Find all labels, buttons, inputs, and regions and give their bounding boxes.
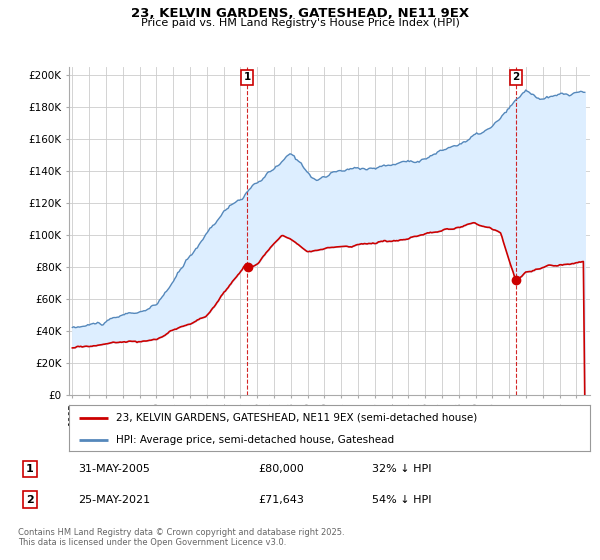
Text: 23, KELVIN GARDENS, GATESHEAD, NE11 9EX: 23, KELVIN GARDENS, GATESHEAD, NE11 9EX: [131, 7, 469, 20]
Text: £80,000: £80,000: [258, 464, 304, 474]
Text: 2: 2: [26, 494, 34, 505]
Text: 2: 2: [512, 72, 520, 82]
Text: 31-MAY-2005: 31-MAY-2005: [78, 464, 150, 474]
Text: 25-MAY-2021: 25-MAY-2021: [78, 494, 150, 505]
Text: 54% ↓ HPI: 54% ↓ HPI: [372, 494, 431, 505]
Text: 1: 1: [26, 464, 34, 474]
Text: Price paid vs. HM Land Registry's House Price Index (HPI): Price paid vs. HM Land Registry's House …: [140, 18, 460, 28]
Text: HPI: Average price, semi-detached house, Gateshead: HPI: Average price, semi-detached house,…: [116, 435, 394, 445]
Text: Contains HM Land Registry data © Crown copyright and database right 2025.
This d: Contains HM Land Registry data © Crown c…: [18, 528, 344, 547]
Text: 32% ↓ HPI: 32% ↓ HPI: [372, 464, 431, 474]
Text: £71,643: £71,643: [258, 494, 304, 505]
Text: 23, KELVIN GARDENS, GATESHEAD, NE11 9EX (semi-detached house): 23, KELVIN GARDENS, GATESHEAD, NE11 9EX …: [116, 413, 477, 423]
Text: 1: 1: [244, 72, 251, 82]
